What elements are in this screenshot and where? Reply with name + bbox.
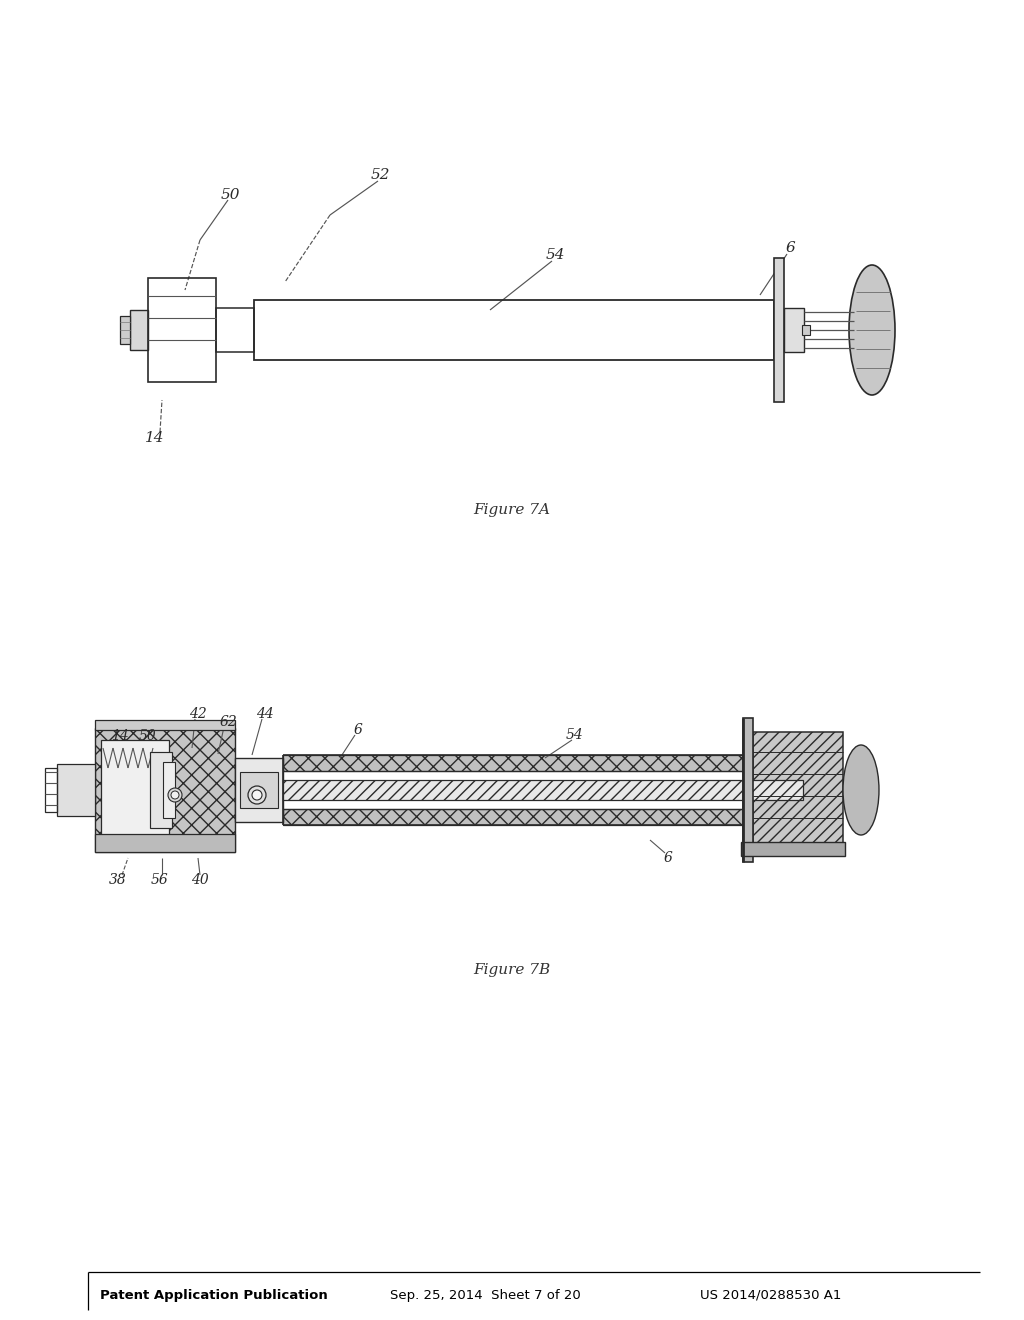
Bar <box>283 755 743 771</box>
Circle shape <box>248 785 266 804</box>
Ellipse shape <box>843 744 879 836</box>
Text: 6: 6 <box>664 851 673 865</box>
Text: Sep. 25, 2014  Sheet 7 of 20: Sep. 25, 2014 Sheet 7 of 20 <box>390 1288 581 1302</box>
Bar <box>95 719 234 730</box>
Bar <box>254 300 774 360</box>
Text: US 2014/0288530 A1: US 2014/0288530 A1 <box>700 1288 842 1302</box>
Text: 6: 6 <box>785 242 795 255</box>
Bar <box>743 718 753 862</box>
Circle shape <box>168 788 182 803</box>
Text: 38: 38 <box>110 873 127 887</box>
Text: 50: 50 <box>139 729 157 743</box>
Bar <box>148 279 216 381</box>
Text: 14: 14 <box>145 432 165 445</box>
Bar <box>753 733 843 847</box>
Bar <box>741 842 845 855</box>
Ellipse shape <box>849 265 895 395</box>
Bar <box>216 308 254 352</box>
Bar <box>45 768 57 812</box>
Text: 62: 62 <box>219 715 237 729</box>
Text: Figure 7A: Figure 7A <box>473 503 551 517</box>
Bar <box>95 729 234 851</box>
Bar <box>101 741 169 840</box>
Bar <box>150 752 172 828</box>
Text: Figure 7B: Figure 7B <box>473 964 551 977</box>
Bar <box>95 834 234 851</box>
Bar <box>774 257 784 403</box>
Text: 6: 6 <box>353 723 362 737</box>
Bar <box>234 758 283 822</box>
Bar <box>283 809 743 825</box>
Circle shape <box>252 789 262 800</box>
Text: 40: 40 <box>191 873 209 887</box>
Text: 50: 50 <box>220 187 240 202</box>
Bar <box>130 310 148 350</box>
Bar <box>163 762 175 818</box>
Text: 14: 14 <box>112 729 129 743</box>
Text: 44: 44 <box>256 708 273 721</box>
Bar <box>283 780 803 800</box>
Text: 54: 54 <box>545 248 565 261</box>
Bar <box>240 772 278 808</box>
Text: 56: 56 <box>152 873 169 887</box>
Bar <box>120 315 130 345</box>
Text: Patent Application Publication: Patent Application Publication <box>100 1288 328 1302</box>
Bar <box>802 325 810 335</box>
Circle shape <box>171 791 179 799</box>
Bar <box>57 764 95 816</box>
Bar <box>784 308 804 352</box>
Text: 42: 42 <box>189 708 207 721</box>
Text: 52: 52 <box>371 168 390 182</box>
Text: 54: 54 <box>566 729 584 742</box>
